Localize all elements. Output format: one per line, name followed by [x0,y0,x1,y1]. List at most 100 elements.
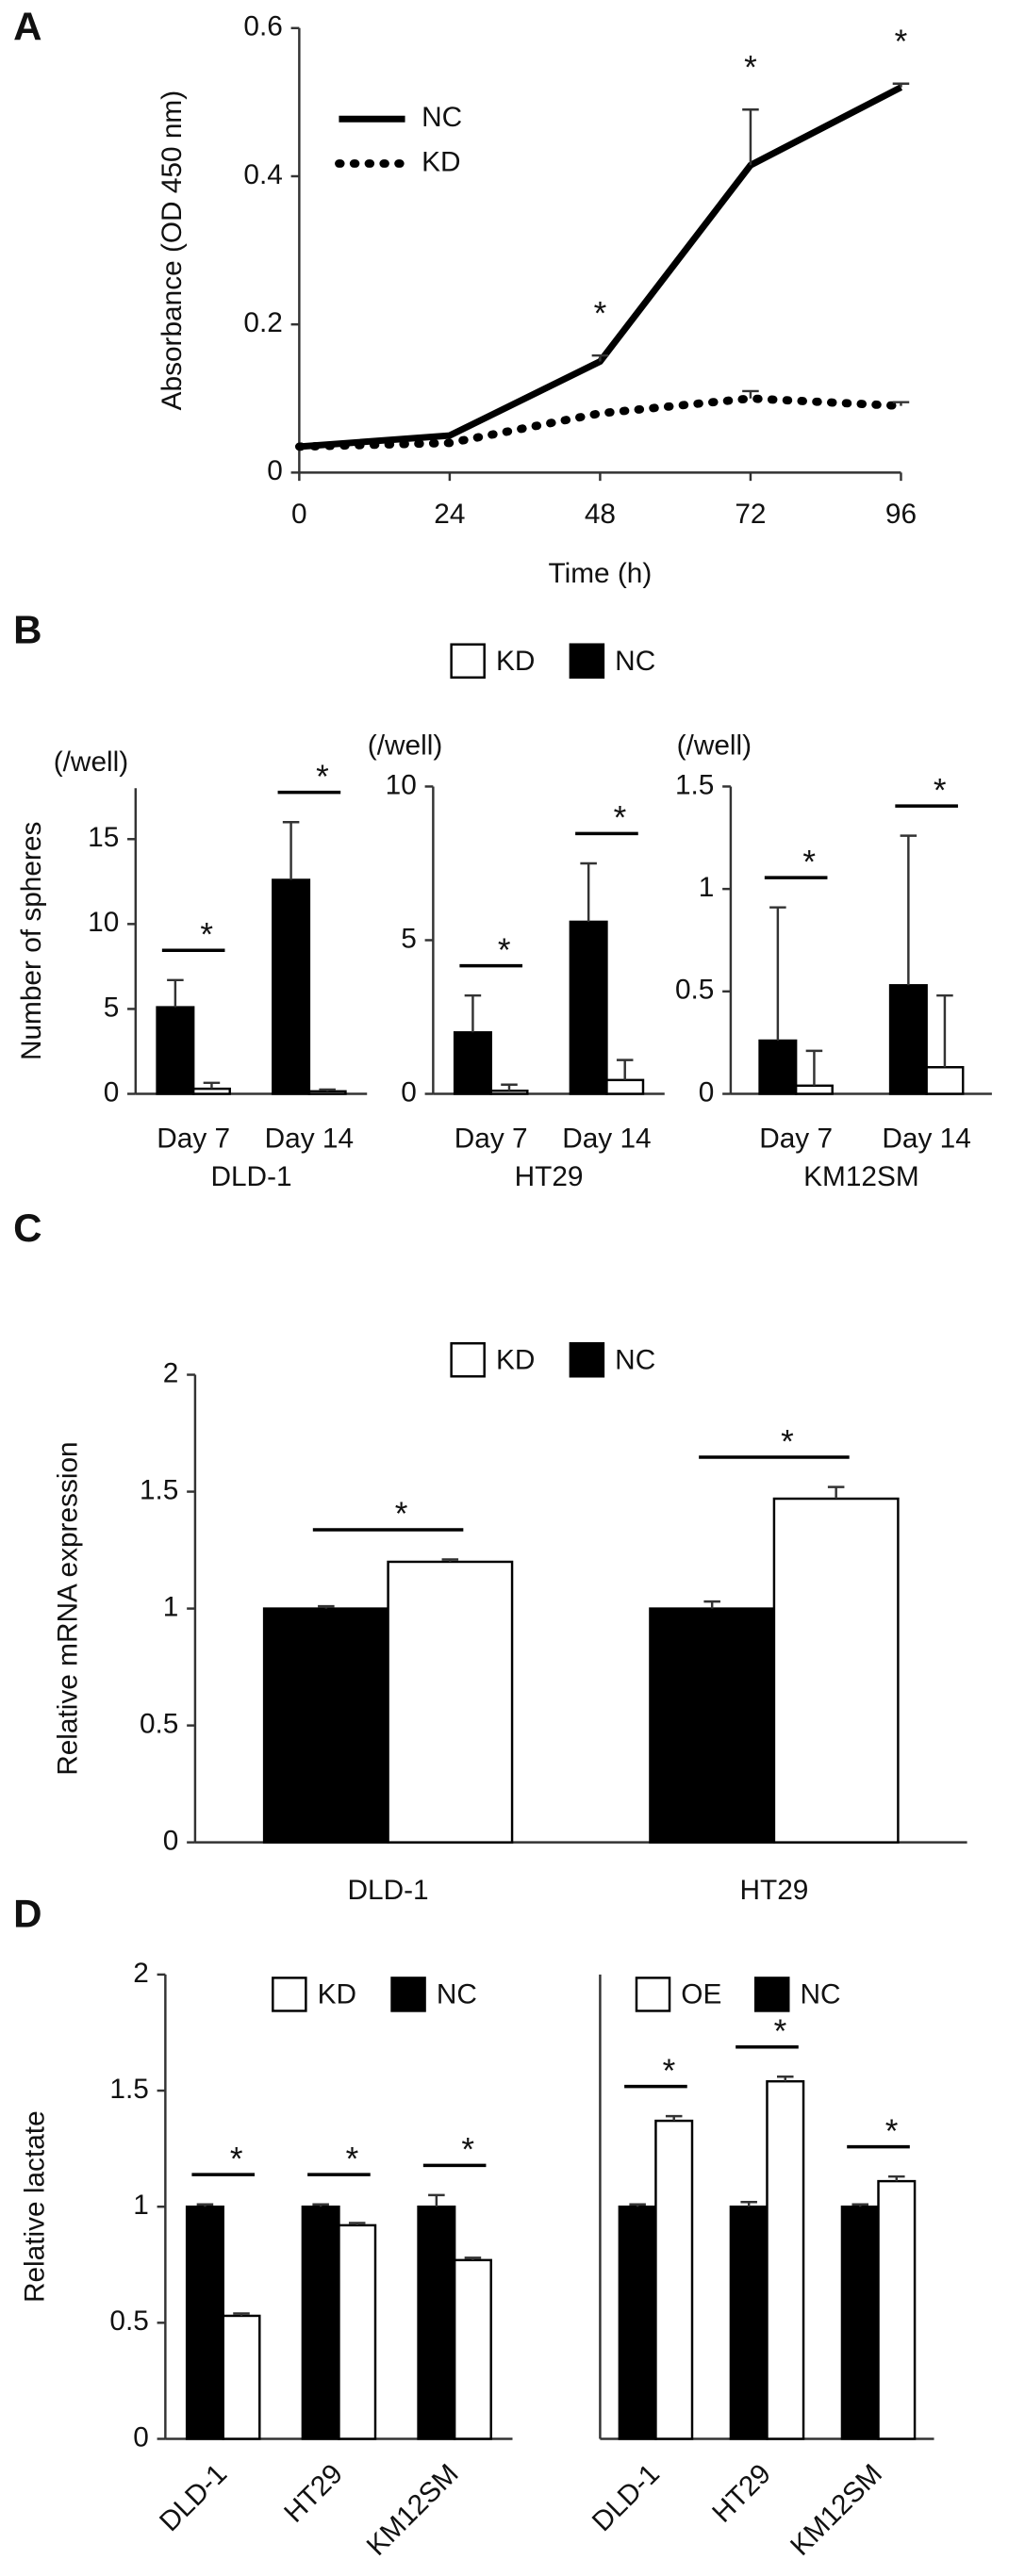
bar [191,1087,231,1095]
x-tick-label: KM12SM [361,2458,465,2562]
y-tick-label: 10 [88,907,119,938]
bar [772,1497,900,1844]
error-bar [851,2203,868,2207]
significance-star: * [774,2013,787,2050]
significance-star: * [395,1496,408,1533]
x-tick-label: HT29 [278,2458,349,2529]
bar [387,1560,514,1844]
error-bar [665,2114,683,2122]
legend-swatch [272,1977,307,2012]
legend-swatch [450,643,486,679]
error-bar [441,1558,459,1562]
bar [766,2079,805,2440]
error-bar [888,2174,905,2182]
error-bar [501,1083,518,1091]
legend-label: OE [681,1979,721,2010]
y-tick-label: 0 [133,2421,149,2453]
error-bar [167,978,184,1008]
bar [569,920,608,1095]
significance-star: * [934,772,947,809]
y-tick-label: 0 [267,455,283,486]
y-tick-label: 15 [88,822,119,853]
y-tick-label: 0.5 [140,1708,178,1739]
x-tick-label: DLD-1 [154,2458,233,2537]
bar [307,1090,347,1095]
panel-label: B [13,608,41,652]
legend-label: NC [615,646,655,677]
y-axis-label: Relative lactate [19,2110,50,2303]
x-tick-label: KM12SM [785,2458,888,2562]
significance-star: * [316,759,329,796]
bar [605,1078,645,1095]
x-tick-label: HT29 [739,1875,808,1906]
x-tick-label: HT29 [706,2458,777,2529]
bar [272,878,311,1095]
significance-star: * [461,2132,474,2169]
data-line [299,84,903,451]
error-bar [348,2222,366,2225]
bar [453,2258,492,2440]
bar [222,2314,261,2440]
y-tick-label: 5 [104,992,120,1023]
error-bar [629,2203,646,2207]
legend-swatch [753,1977,790,2012]
legend-swatch [450,1341,486,1378]
significance-star: * [200,916,213,953]
y-tick-label: 0.4 [243,159,282,190]
error-bar [616,1058,634,1080]
y-tick-label: 1 [163,1591,179,1622]
error-bar [203,1081,221,1090]
error-bar [703,1600,720,1609]
error-bar [740,2201,757,2207]
legend-label: KD [422,146,460,177]
legend-label: KD [496,646,535,677]
bar [417,2205,456,2440]
significance-star: * [895,24,908,60]
significance-star: * [498,932,511,969]
x-tick-label: 72 [735,499,766,530]
error-bar [936,993,953,1068]
legend-swatch [390,1977,426,2012]
error-bar [776,2076,794,2082]
y-axis-label: Relative mRNA expression [53,1441,84,1775]
group-label: DLD-1 [210,1161,291,1192]
panel-label: C [13,1206,41,1250]
x-tick-label: Day 14 [562,1123,651,1154]
bar [925,1066,965,1095]
y-unit-label: (/well) [677,730,752,761]
y-axis-label: Number of spheres [16,822,47,1060]
legend-label: NC [801,1979,841,2010]
x-tick-label: Day 14 [265,1123,354,1154]
significance-star: * [230,2141,243,2177]
legend-label: KD [318,1979,356,2010]
bar [156,1006,195,1095]
y-tick-label: 0.6 [243,11,282,42]
error-bar [591,353,609,362]
x-tick-label: 48 [585,499,616,530]
x-tick-label: Day 7 [759,1123,833,1154]
error-bar [742,389,759,399]
bar [729,2205,769,2440]
error-bar [742,108,759,166]
panel-label: A [13,5,41,49]
legend-label: NC [422,102,462,133]
error-bar [196,2203,214,2207]
y-tick-label: 1.5 [675,769,714,800]
bar [301,2205,340,2440]
error-bar [769,906,786,1041]
y-tick-label: 10 [386,769,417,800]
significance-star: * [614,800,627,837]
error-bar [900,834,918,986]
y-tick-label: 0.5 [109,2305,148,2337]
y-tick-label: 0 [401,1076,417,1108]
y-tick-label: 1 [133,2190,149,2221]
x-tick-label: DLD-1 [587,2458,666,2537]
y-tick-label: 0 [163,1826,179,1857]
legend-swatch [569,643,605,679]
bar [649,1607,776,1844]
significance-star: * [744,49,757,86]
legend-label: NC [615,1344,655,1375]
group-label: HT29 [515,1161,584,1192]
error-bar [805,1049,823,1086]
